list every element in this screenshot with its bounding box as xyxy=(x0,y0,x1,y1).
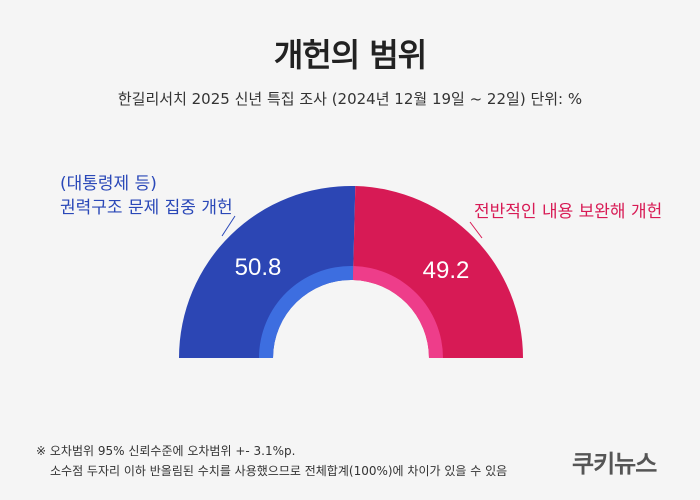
brand-logo: 쿠키뉴스 xyxy=(572,450,657,478)
chart-subtitle: 한길리서치 2025 신년 특집 조사 (2024년 12월 19일 ~ 22일… xyxy=(117,90,583,108)
slice-left-power-structure xyxy=(179,186,356,358)
value-label-left: 50.8 xyxy=(235,254,282,281)
value-label-right: 49.2 xyxy=(423,257,470,284)
leader-line-left xyxy=(221,215,236,237)
inner-ring-right xyxy=(352,266,443,358)
chart-title: 개헌의 범위 xyxy=(273,36,427,74)
legend-label-left-line2: 권력구조 문제 집중 개헌 xyxy=(60,198,233,218)
inner-ring-left xyxy=(259,266,354,358)
legend-label-left: (대통령제 등) 권력구조 문제 집중 개헌 xyxy=(60,172,233,220)
footnote-line-2: 소수점 두자리 이하 반올림된 수치를 사용했으므로 전체합계(100%)에 차… xyxy=(50,464,508,478)
slice-right-overall-revision xyxy=(352,186,523,358)
leader-line-right xyxy=(469,221,483,239)
footnote-line-1: ※ 오차범위 95% 신뢰수준에 오차범위 +- 3.1%p. xyxy=(36,444,296,458)
legend-label-left-line1: (대통령제 등) xyxy=(60,174,157,194)
footnote: ※ 오차범위 95% 신뢰수준에 오차범위 +- 3.1%p. 소수점 두자리 … xyxy=(36,441,507,481)
legend-label-right: 전반적인 내용 보완해 개헌 xyxy=(474,202,663,222)
